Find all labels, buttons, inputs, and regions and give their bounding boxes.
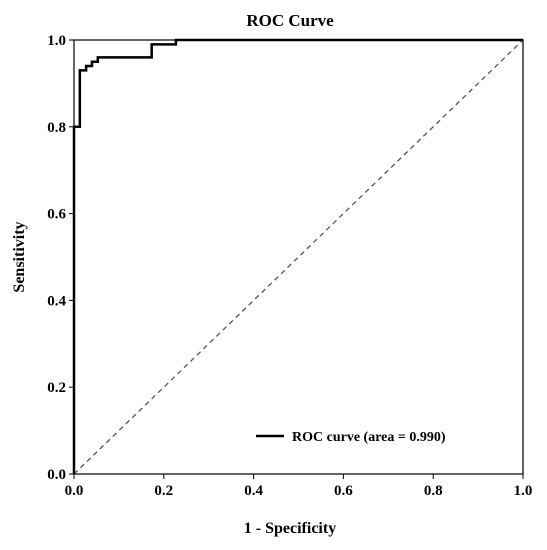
x-tick-label: 0.2: [154, 483, 173, 499]
y-tick-label: 0.8: [47, 120, 66, 136]
y-tick-label: 0.4: [47, 293, 66, 309]
y-tick-label: 1.0: [47, 33, 66, 49]
reference-diagonal-line: [73, 39, 524, 475]
legend-label: ROC curve (area = 0.990): [292, 430, 446, 445]
y-tick-label: 0.2: [47, 380, 66, 396]
x-tick-label: 0.0: [65, 483, 84, 499]
y-axis-label: Sensitivity: [11, 221, 28, 292]
x-tick-label: 1.0: [514, 483, 533, 499]
y-tick-label: 0.0: [47, 467, 66, 483]
axis-ticks: 0.0 0.2 0.4 0.6 0.8 1.0 0.0 0.2 0.4 0.6 0.8 1.0: [47, 33, 532, 499]
x-tick-label: 0.4: [244, 483, 263, 499]
chart-title: ROC Curve: [246, 11, 334, 30]
x-tick-label: 0.6: [334, 483, 353, 499]
x-tick-label: 0.8: [424, 483, 443, 499]
roc-curve-line: [72, 38, 523, 474]
y-tick-label: 0.6: [47, 207, 66, 223]
x-axis-label: 1 - Specificity: [244, 520, 336, 537]
series-group: [72, 38, 524, 475]
legend: ROC curve (area = 0.990): [256, 430, 446, 445]
plot-frame: [73, 39, 524, 475]
